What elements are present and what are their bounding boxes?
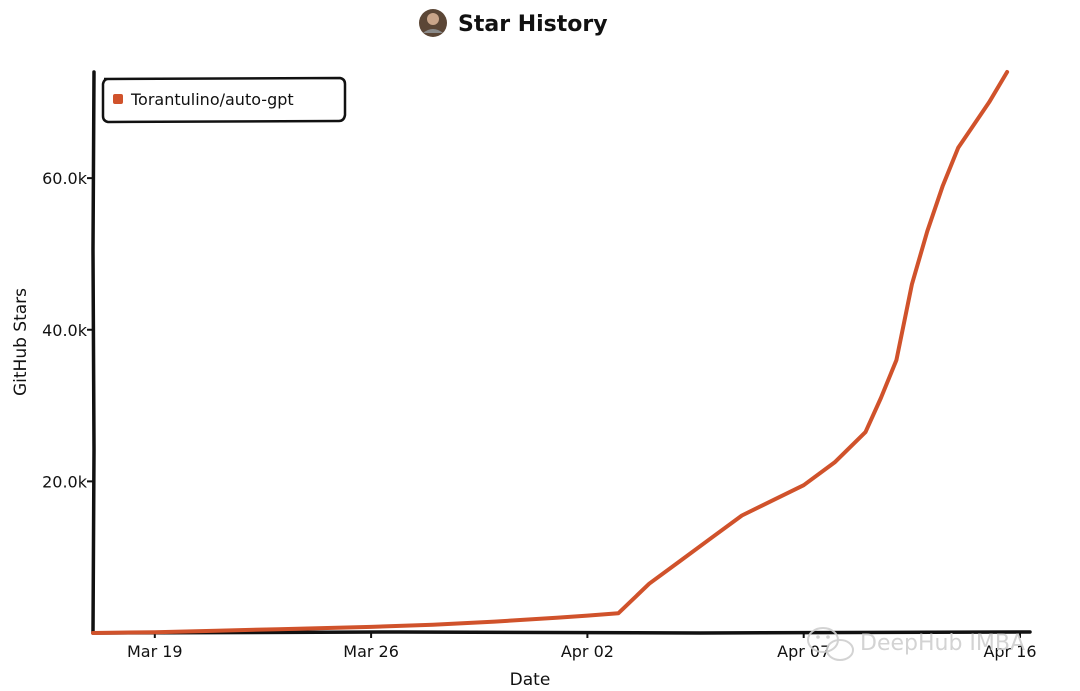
x-axis-line xyxy=(91,630,1032,635)
x-tick-label: Mar 19 xyxy=(127,642,183,661)
legend: Torantulino/auto-gpt xyxy=(101,76,347,124)
x-tick-label: Apr 02 xyxy=(561,642,614,661)
y-axis-line xyxy=(91,70,96,635)
y-tick-label: 60.0k xyxy=(42,169,88,188)
x-axis-ticks: Mar 19 Mar 26 Apr 02 Apr 07 Apr 16 xyxy=(127,633,1037,661)
series-line xyxy=(91,70,1010,635)
x-tick-label: Apr 16 xyxy=(983,642,1036,661)
y-axis-ticks: 20.0k 40.0k 60.0k xyxy=(42,169,93,491)
y-tick-label: 40.0k xyxy=(42,321,88,340)
wechat-icon xyxy=(807,627,854,661)
x-tick-label: Mar 26 xyxy=(343,642,399,661)
chart-header: Star History xyxy=(419,9,608,37)
x-tick-label: Apr 07 xyxy=(777,642,830,661)
legend-box xyxy=(101,76,347,124)
x-axis-title: Date xyxy=(510,670,551,690)
watermark-text: DeepHub IMBA xyxy=(860,631,1025,656)
series-group xyxy=(91,70,1010,635)
y-tick-label: 20.0k xyxy=(42,472,88,491)
avatar-icon xyxy=(419,9,447,37)
legend-swatch xyxy=(113,94,123,104)
chart-title: Star History xyxy=(458,12,608,37)
legend-label: Torantulino/auto-gpt xyxy=(130,90,294,109)
watermark: DeepHub IMBA xyxy=(807,627,1025,661)
y-axis-title: GitHub Stars xyxy=(11,288,31,396)
